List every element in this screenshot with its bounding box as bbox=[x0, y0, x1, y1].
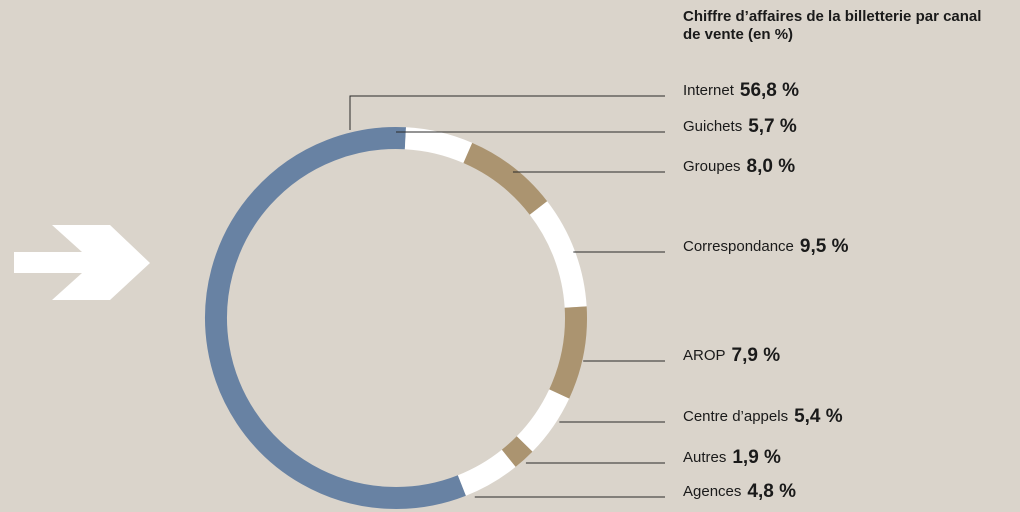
arrow-icon bbox=[14, 225, 150, 300]
label-value: 5,7 % bbox=[748, 116, 797, 137]
donut-segment bbox=[463, 142, 548, 215]
donut-segment bbox=[404, 127, 473, 164]
label-name: Groupes bbox=[683, 158, 741, 175]
donut-segment bbox=[516, 389, 570, 452]
chart-title: Chiffre d’affaires de la billetterie par… bbox=[683, 8, 982, 43]
data-label: Centre d’appels 5,4 % bbox=[683, 406, 843, 427]
label-value: 8,0 % bbox=[747, 156, 796, 177]
label-value: 9,5 % bbox=[800, 236, 849, 257]
label-value: 5,4 % bbox=[794, 406, 843, 427]
data-label: Groupes 8,0 % bbox=[683, 156, 795, 177]
label-value: 1,9 % bbox=[732, 447, 781, 468]
donut-segment bbox=[549, 306, 587, 399]
data-label: Agences 4,8 % bbox=[683, 481, 796, 502]
label-name: Internet bbox=[683, 82, 735, 99]
data-label: AROP 7,9 % bbox=[683, 345, 780, 366]
data-label: Guichets 5,7 % bbox=[683, 116, 797, 137]
data-label: Correspondance 9,5 % bbox=[683, 236, 849, 257]
donut-segment bbox=[205, 127, 466, 509]
donut-segment bbox=[529, 201, 587, 308]
label-value: 7,9 % bbox=[732, 345, 781, 366]
label-name: Autres bbox=[683, 449, 726, 466]
donut-segment bbox=[457, 449, 516, 496]
label-name: Centre d’appels bbox=[683, 408, 788, 425]
label-name: Guichets bbox=[683, 118, 742, 135]
label-value: 4,8 % bbox=[747, 481, 796, 502]
label-name: Agences bbox=[683, 483, 741, 500]
leader-line bbox=[349, 95, 665, 130]
data-label: Autres 1,9 % bbox=[683, 447, 781, 468]
donut-segment bbox=[501, 436, 533, 467]
label-name: AROP bbox=[683, 347, 726, 364]
label-name: Correspondance bbox=[683, 238, 794, 255]
data-label: Internet 56,8 % bbox=[683, 80, 799, 101]
label-value: 56,8 % bbox=[740, 80, 799, 101]
